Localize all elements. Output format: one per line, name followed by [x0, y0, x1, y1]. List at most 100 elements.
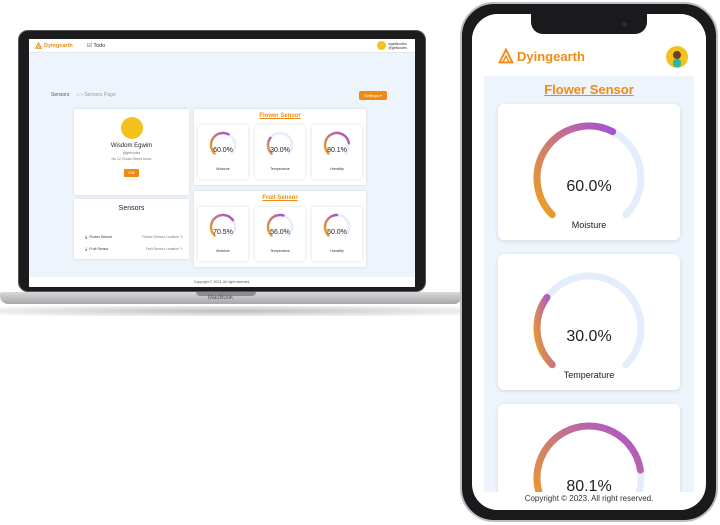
settings-label: Settings: [364, 93, 379, 98]
avatar: [377, 41, 387, 50]
camera-icon: [622, 22, 627, 27]
laptop-base: [0, 292, 462, 304]
gauge-fill: [266, 136, 273, 155]
gauge: [323, 131, 351, 155]
gauge: [209, 213, 237, 237]
sensors-heading: Sensors: [118, 205, 145, 212]
phone-logo[interactable]: Dyingearth: [498, 48, 585, 64]
gauge: [533, 272, 645, 369]
sensor-location: Fruit Sensor Location: [145, 247, 180, 251]
gauge-value: 56.0%: [270, 229, 290, 236]
gauge-fill: [266, 213, 285, 237]
logo-icon: [35, 42, 42, 49]
phone-content: Flower Sensor 60.0% Moisture 30.0% Tempe…: [484, 76, 694, 510]
laptop-footer: Copyright © 2023. All right reserved.: [29, 277, 415, 287]
gauge-label: Moisture: [571, 220, 607, 230]
sensors-card: Sensors 🌡 Flower Sensor Flower Sensor Lo…: [74, 199, 189, 259]
device-label: MacBook: [208, 295, 234, 301]
gauge-fill: [209, 213, 235, 237]
gauge-value: 30.0%: [566, 328, 612, 345]
phone-notch: [531, 14, 647, 34]
user-handle: @gettcodes: [388, 45, 407, 50]
gauge: [266, 213, 294, 237]
gauge: [266, 131, 294, 155]
laptop-brand: Dyingearth: [44, 42, 73, 49]
sensor-location: Flower Sensor Location: [142, 235, 180, 239]
gauge-value: 50.0%: [327, 229, 347, 236]
sensor-name: Flower Sensor: [89, 235, 112, 239]
breadcrumb-title: Sensors: [51, 92, 70, 98]
sensor-location-flower[interactable]: Flower Sensor Location ✎: [142, 235, 183, 239]
gauge-card: 56.0% Temperature: [255, 207, 305, 261]
profile-card: Wisdom Egwim @getcodes No 12 Orodu Stree…: [74, 109, 189, 195]
todo-label: Todo: [93, 43, 106, 49]
breadcrumb: Sensors ⌂ › Sensors Page: [51, 92, 116, 98]
gauge-fill: [533, 122, 617, 219]
phone-title[interactable]: Flower Sensor: [544, 82, 634, 97]
gauge-fill: [533, 422, 644, 510]
sensor-row-flower[interactable]: 🌡 Flower Sensor: [84, 235, 112, 239]
gauge-card: 70.5% Moisture: [198, 207, 248, 261]
gauge-label: Moisture: [216, 249, 230, 253]
user-menu[interactable]: wgetticodes @gettcodes: [377, 41, 407, 50]
gauge-card: 60.0% Moisture: [498, 104, 680, 240]
edit-button[interactable]: Edit: [124, 169, 139, 177]
laptop-lid: Dyingearth ☑ Todo wgetticodes @gettcodes…: [18, 30, 426, 292]
gauge: [533, 122, 645, 219]
flower-title[interactable]: Flower Sensor: [259, 113, 301, 119]
profile-address: No 12 Orodu Street Anow: [111, 157, 152, 161]
gauge-card: 60.0% Moisture: [198, 125, 248, 179]
sensor-name: Fruit Sensor: [89, 247, 109, 251]
gauge-card: 30.0% Temperature: [498, 254, 680, 390]
laptop-topbar: Dyingearth ☑ Todo wgetticodes @gettcodes: [29, 39, 415, 53]
gauge-value: 60.0%: [213, 147, 233, 154]
person-icon: [673, 51, 681, 67]
laptop-screen: Dyingearth ☑ Todo wgetticodes @gettcodes…: [29, 39, 415, 287]
gauge-fill: [209, 131, 230, 155]
gauge-value: 30.0%: [270, 147, 290, 154]
gauge-fill: [323, 131, 351, 155]
phone-mockup: Dyingearth Flower Sensor 60.0% Moisture …: [460, 2, 718, 522]
sensor-row-fruit[interactable]: 🌡 Fruit Sensor: [84, 247, 109, 251]
gauge-label: Temperature: [270, 167, 290, 171]
flower-panel: Flower Sensor 60.0% Moisture 30.0% Tempera…: [194, 109, 366, 185]
laptop-shadow: [0, 306, 462, 316]
phone-brand: Dyingearth: [517, 48, 585, 64]
user-name: wgetticodes: [388, 41, 407, 46]
breadcrumb-sub[interactable]: Sensors Page: [84, 92, 116, 98]
avatar[interactable]: [666, 46, 688, 68]
laptop-mockup: Dyingearth ☑ Todo wgetticodes @gettcodes…: [0, 0, 470, 330]
gauge-value: 80.1%: [566, 478, 612, 495]
phone-header: Dyingearth: [472, 38, 706, 76]
gauge-card: 80.1% Humidity: [312, 125, 362, 179]
laptop-notch: [196, 292, 256, 296]
gauge-track: [533, 272, 645, 369]
fruit-panel: Fruit Sensor 70.5% Moisture 56.0% Temperat…: [194, 191, 366, 267]
gauge: [209, 131, 237, 155]
gauge-label: Temperature: [270, 249, 290, 253]
profile-name: Wisdom Egwim: [110, 143, 153, 149]
laptop-logo[interactable]: Dyingearth: [35, 42, 73, 49]
profile-handle: @getcodes: [122, 151, 141, 155]
gauge-value: 70.5%: [213, 229, 233, 236]
phone-footer: Copyright © 2023. All right reserved.: [472, 492, 706, 510]
nav-todo[interactable]: ☑ Todo: [87, 43, 106, 49]
profile-avatar: [120, 117, 143, 139]
fruit-title[interactable]: Fruit Sensor: [262, 195, 298, 201]
settings-button[interactable]: Settings ▾: [359, 91, 387, 100]
gauge: [533, 422, 645, 510]
phone-screen: Dyingearth Flower Sensor 60.0% Moisture …: [472, 14, 706, 510]
gauge-value: 60.0%: [566, 178, 612, 195]
gauge-fill: [323, 213, 339, 237]
gauge-card: 30.0% Temperature: [255, 125, 305, 179]
gauge: [323, 213, 351, 237]
sensor-location-fruit[interactable]: Fruit Sensor Location ✎: [145, 247, 183, 251]
gauge-label: Temperature: [563, 370, 615, 380]
gauge-label: Humidity: [330, 249, 344, 253]
gauge-card: 50.0% Humidity: [312, 207, 362, 261]
gauge-label: Humidity: [330, 167, 344, 171]
gauge-value: 80.1%: [327, 147, 347, 154]
gauge-label: Moisture: [216, 167, 230, 171]
gauge-fill: [533, 293, 556, 369]
logo-icon: [498, 48, 514, 64]
